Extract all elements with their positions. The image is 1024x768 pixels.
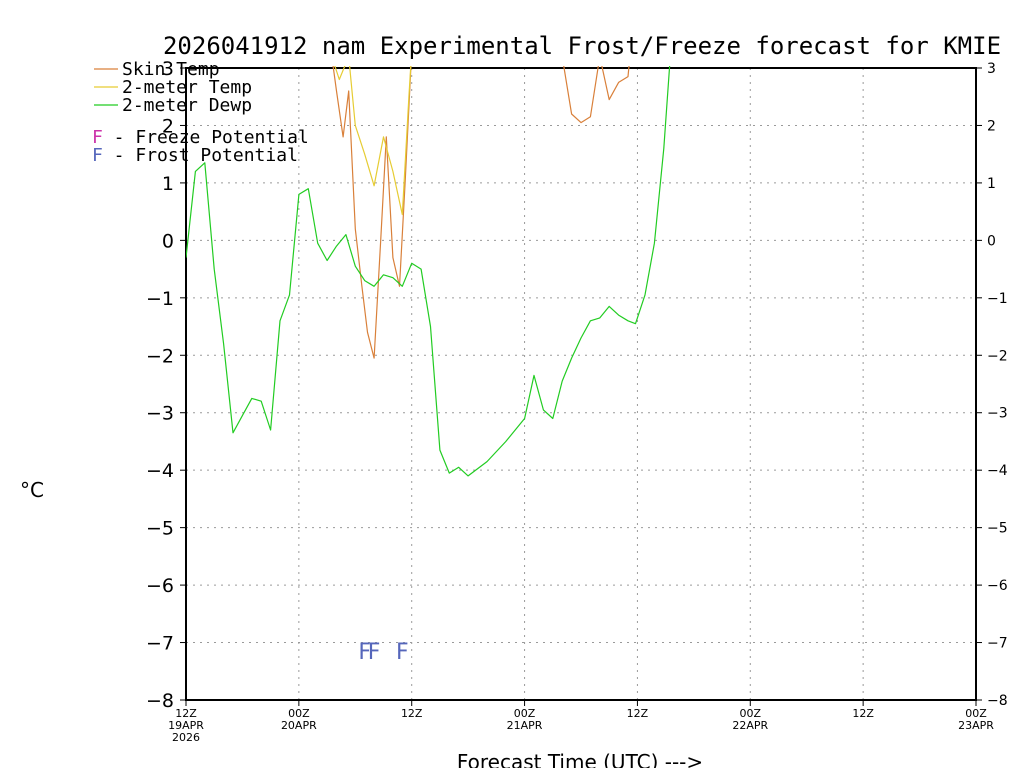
legend-marker-entry: F - Frost Potential	[92, 145, 298, 166]
legend-marker-symbol: F	[92, 127, 103, 148]
x-tick-label: 00Z	[965, 707, 987, 720]
y-tick-label-right: −7	[987, 636, 1008, 652]
y-tick-label-right: −2	[987, 348, 1008, 364]
legend-label: 2-meter Temp	[122, 77, 252, 98]
x-tick-label: 00Z	[288, 707, 310, 720]
legend-marker-symbol: F	[92, 145, 103, 166]
y-tick-label: 0	[162, 230, 174, 252]
x-tick-label: 20APR	[281, 719, 317, 732]
frost-marker: F	[358, 640, 371, 665]
y-tick-label-right: 1	[987, 176, 996, 192]
y-tick-label-right: 3	[987, 61, 996, 77]
series-line-skin-temp	[332, 66, 412, 359]
y-axis-label: °C	[20, 478, 44, 502]
x-tick-label: 12Z	[852, 707, 874, 720]
x-tick-label: 12Z	[627, 707, 649, 720]
x-tick-label: 00Z	[740, 707, 762, 720]
y-tick-label-right: −4	[987, 463, 1008, 479]
y-axis-right: −8 −7 −6 −5 −4 −3 −2 −1 0 1 2 3	[976, 61, 1008, 709]
grid-lines	[186, 68, 976, 700]
y-tick-label: −4	[146, 460, 174, 482]
frost-marker: F	[396, 640, 409, 665]
y-tick-label: −7	[146, 633, 174, 655]
y-tick-label: −1	[146, 288, 174, 310]
y-tick-label-right: −3	[987, 406, 1008, 422]
series-line-skin-temp	[563, 66, 630, 124]
y-tick-label: −3	[146, 403, 174, 425]
y-axis-left: −8 −7 −6 −5 −4 −3 −2 −1 0 1 2 3	[146, 58, 186, 712]
x-tick-label: 21APR	[507, 719, 543, 732]
x-tick-label: 00Z	[514, 707, 536, 720]
legend-label: 2-meter Dewp	[122, 95, 252, 116]
x-tick-label: 19APR	[168, 719, 204, 732]
chart-title: 2026041912 nam Experimental Frost/Freeze…	[163, 32, 1001, 60]
y-tick-label-right: 0	[987, 233, 996, 249]
y-tick-label-right: −5	[987, 521, 1008, 537]
legend-marker-label: - Frost Potential	[103, 145, 298, 166]
y-tick-label: 1	[162, 173, 174, 195]
y-tick-label-right: −1	[987, 291, 1008, 307]
markers-layer: FF F	[358, 640, 408, 665]
series-line-2-meter-temp	[334, 66, 412, 216]
x-tick-label: 22APR	[732, 719, 768, 732]
y-tick-label-right: −8	[987, 693, 1008, 709]
y-tick-label: −5	[146, 518, 174, 540]
frost-marker: F	[368, 640, 381, 665]
x-tick-label: 23APR	[958, 719, 994, 732]
y-tick-label: −8	[146, 690, 174, 712]
legend-label: Skin Temp	[122, 59, 220, 80]
x-tick-label: 12Z	[401, 707, 423, 720]
series-line-2-meter-dewp	[186, 66, 671, 477]
legend-marker-entry: F - Freeze Potential	[92, 127, 309, 148]
series-layer	[186, 66, 671, 477]
y-tick-label: 2	[162, 115, 174, 137]
y-tick-label: 3	[162, 58, 174, 80]
y-tick-label: −2	[146, 345, 174, 367]
legend-marker-label: - Freeze Potential	[103, 127, 309, 148]
x-tick-label: 2026	[172, 731, 200, 744]
y-tick-label-right: −6	[987, 578, 1008, 594]
plot-frame	[185, 67, 977, 701]
y-tick-label: −6	[146, 575, 174, 597]
x-axis-label: Forecast Time (UTC) --->	[457, 750, 703, 768]
y-tick-label-right: 2	[987, 118, 996, 134]
x-tick-label: 12Z	[175, 707, 197, 720]
